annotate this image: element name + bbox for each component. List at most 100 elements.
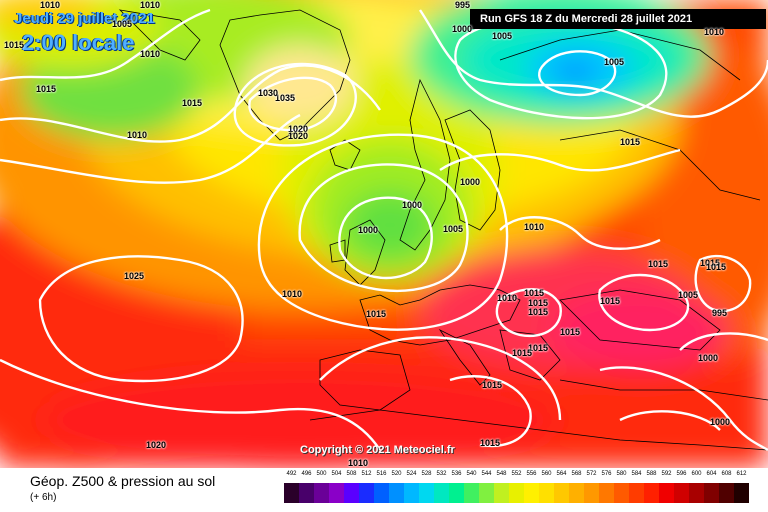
valid-date: Jeudi 29 juillet 2021 [14,10,155,27]
color-scale-label: 584 [631,471,642,477]
isobar-label: 995 [455,0,471,10]
color-scale-label: 572 [586,471,597,477]
color-scale-label: 544 [481,471,492,477]
isobar-label: 995 [712,308,728,318]
isobar-label: 1030 [258,88,279,98]
isobar-label: 1020 [288,124,309,134]
color-scale-swatch [719,483,734,503]
isobar-label: 1025 [124,271,145,281]
copyright-notice: Copyright © 2021 Meteociel.fr [300,444,455,456]
color-scale-label: 564 [556,471,567,477]
isobar-label: 1015 [706,262,727,272]
color-scale-label: 604 [706,471,717,477]
color-scale-swatch [704,483,719,503]
isobar-label: 1015 [528,307,549,317]
color-scale-label: 556 [526,471,537,477]
color-scale-label: 612 [736,471,747,477]
color-scale-label: 608 [721,471,732,477]
isobar-label: 1015 [600,296,621,306]
color-scale-swatch [509,483,524,503]
isobar-label: 1010 [348,458,369,468]
isobar-label: 1000 [710,417,731,427]
color-scale-label: 580 [616,471,627,477]
isobar-label: 1015 [482,380,503,390]
isobar-label: 1000 [358,225,379,235]
color-scale-swatch [689,483,704,503]
isobar-label: 1005 [112,19,133,29]
isobar-label: 1020 [288,131,309,141]
isobar-label: 1015 [560,327,581,337]
color-scale-swatch [494,483,509,503]
color-scale-swatch [599,483,614,503]
color-scale-label: 512 [361,471,372,477]
isobar-label: 1000 [460,177,481,187]
isobar-label: 1020 [146,440,167,450]
color-scale-label: 520 [391,471,402,477]
color-scale-swatch [299,483,314,503]
color-scale-label: 500 [316,471,327,477]
isobar-label: 1005 [604,57,625,67]
color-scale-swatch [644,483,659,503]
color-scale-label: 568 [571,471,582,477]
color-scale-label: 532 [436,471,447,477]
isobar-label: 1035 [275,93,296,103]
color-scale [284,483,749,503]
isobar-label: 1000 [452,24,473,34]
color-scale-label: 548 [496,471,507,477]
color-scale-swatch [524,483,539,503]
isobar-label: 1015 [182,98,203,108]
isobar-label: 1010 [704,27,725,37]
isobar-label: 1015 [480,438,501,448]
isobar-label: 1015 [528,298,549,308]
color-scale-label: 508 [346,471,357,477]
color-scale-swatch [734,483,749,503]
isobar-label: 1000 [402,200,423,210]
geopotential-field [0,0,768,468]
color-scale-label: 576 [601,471,612,477]
isobar-label: 1005 [492,31,513,41]
color-scale-swatch [404,483,419,503]
coastlines [118,9,768,451]
color-scale-swatch [344,483,359,503]
isobar-label: 1015 [700,258,721,268]
color-scale-label: 528 [421,471,432,477]
isobar-label: 1010 [524,222,545,232]
color-scale-label: 516 [376,471,387,477]
color-scale-label: 524 [406,471,417,477]
color-scale-label: 540 [466,471,477,477]
isobar-label: 1015 [4,40,25,50]
color-scale-swatch [614,483,629,503]
isobar-label: 1015 [36,84,57,94]
color-scale-swatch [284,483,299,503]
isobar-label: 1015 [366,309,387,319]
isobar-label: 1010 [497,293,518,303]
color-scale-label: 592 [661,471,672,477]
map-title: Géop. Z500 & pression au sol [30,473,216,489]
color-scale-swatch [479,483,494,503]
isobar-label: 1015 [648,259,669,269]
color-scale-swatch [554,483,569,503]
color-scale-swatch [584,483,599,503]
color-scale-label: 492 [286,471,297,477]
color-scale-swatch [374,483,389,503]
weather-map: Jeudi 29 juillet 2021 2:00 locale Run GF… [0,0,768,468]
color-scale-label: 596 [676,471,687,477]
color-scale-label: 536 [451,471,462,477]
color-scale-label: 552 [511,471,522,477]
isobar-label: 1010 [127,130,148,140]
color-scale-swatch [419,483,434,503]
isobar-label: 1000 [698,353,719,363]
valid-time: 2:00 locale [22,30,135,55]
isobar-label: 1010 [140,49,161,59]
color-scale-swatch [449,483,464,503]
color-scale-label: 560 [541,471,552,477]
model-run-label: Run GFS 18 Z du Mercredi 28 juillet 2021 [470,9,766,29]
isobar-label: 1010 [140,0,161,10]
color-scale-label: 588 [646,471,657,477]
color-scale-swatch [674,483,689,503]
isobar-label: 1015 [620,137,641,147]
color-scale-swatch [359,483,374,503]
color-scale-swatch [434,483,449,503]
color-scale-swatch [539,483,554,503]
color-scale-swatch [629,483,644,503]
